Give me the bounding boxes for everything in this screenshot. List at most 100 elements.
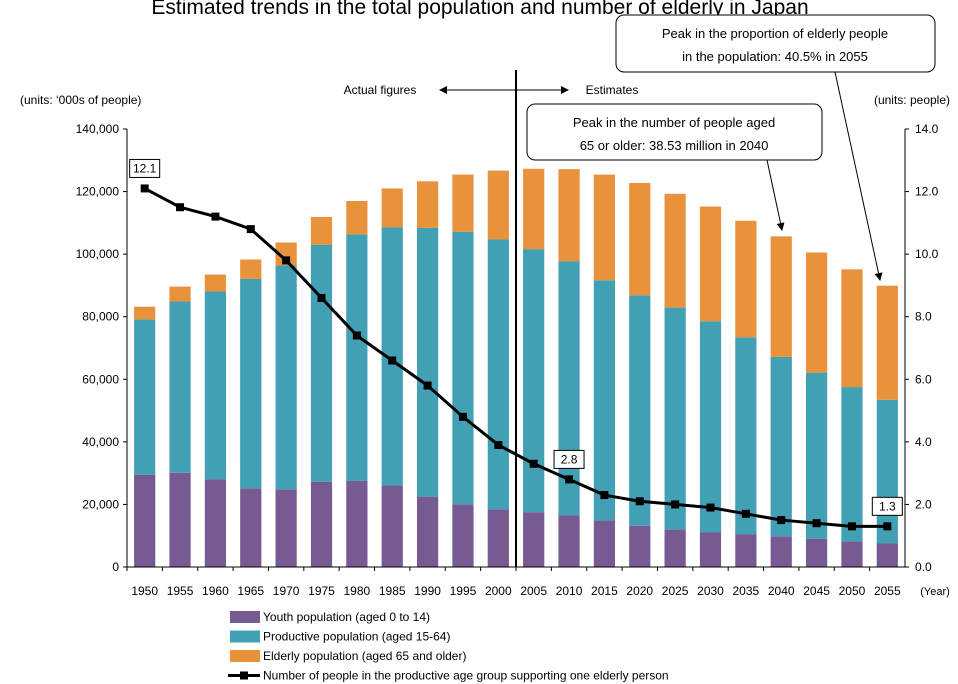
x-tick-label: 2000 — [485, 584, 512, 598]
bar-segment — [593, 174, 616, 281]
legend-label: Elderly population (aged 65 and older) — [263, 649, 466, 663]
data-label-box — [871, 496, 903, 516]
line-marker — [423, 381, 432, 390]
bar-segment — [346, 200, 368, 235]
bar-segment — [275, 489, 297, 567]
x-tick-label: 2010 — [556, 584, 583, 598]
legend-swatch — [230, 611, 260, 623]
annotation: Peak in the proportion of elderly people — [662, 26, 888, 41]
x-tick-label: 2055 — [874, 584, 901, 598]
bar-segment — [770, 536, 792, 567]
bar-segment — [169, 301, 191, 473]
bar-segment — [664, 193, 686, 308]
bar-segment — [523, 512, 545, 567]
bar-segment — [381, 188, 403, 228]
x-tick-label: 2025 — [662, 584, 689, 598]
bar-segment — [523, 249, 545, 513]
bar-segment — [487, 239, 509, 510]
bar-segment — [699, 532, 722, 567]
bar-segment — [841, 387, 863, 542]
line-marker — [352, 331, 361, 340]
bar-segment — [629, 295, 651, 526]
x-tick-label: 1965 — [237, 584, 264, 598]
annotation: Peak in the number of people aged — [573, 115, 775, 130]
line-marker — [282, 256, 291, 265]
bar-segment — [169, 472, 191, 567]
bar-segment — [275, 242, 297, 266]
bar-segment — [735, 534, 757, 567]
bar-segment — [735, 220, 757, 338]
annotation: Actual figures — [344, 83, 417, 97]
bar-segment — [310, 481, 333, 567]
bar-segment — [805, 372, 828, 539]
bar-segment — [487, 170, 509, 240]
y-tick-label: 0 — [112, 560, 119, 574]
bar-segment — [699, 321, 722, 533]
x-tick-label: 2005 — [520, 584, 547, 598]
line-marker — [246, 225, 255, 234]
bar-segment — [841, 269, 863, 388]
x-tick-label: 2030 — [697, 584, 724, 598]
bar-segment — [593, 520, 616, 567]
y2-tick-label: 6.0 — [915, 372, 932, 386]
bar-segment — [452, 231, 474, 505]
bar-segment — [593, 280, 616, 521]
x-axis-label: (Year) — [920, 586, 950, 598]
bar-segment — [664, 307, 686, 530]
legend-swatch — [230, 650, 260, 662]
y2-tick-label: 10.0 — [915, 247, 939, 261]
bar-segment — [770, 356, 792, 537]
bar-segment — [416, 181, 439, 228]
x-tick-label: 1990 — [414, 584, 441, 598]
x-tick-label: 1995 — [450, 584, 477, 598]
line-series — [143, 187, 888, 528]
line-marker — [176, 203, 185, 212]
bar-segment — [240, 259, 262, 279]
bar-segment — [452, 504, 474, 567]
bar-segment — [876, 399, 898, 544]
annotation: Estimates — [586, 83, 639, 97]
line-marker — [529, 459, 538, 468]
bar-segment — [770, 236, 792, 357]
bar-segment — [381, 485, 403, 567]
bar-segment — [346, 234, 368, 481]
bar-segment — [841, 541, 863, 567]
line-marker — [565, 475, 574, 484]
data-label: 1.3 — [879, 499, 896, 513]
line-marker — [494, 440, 503, 449]
bar-segment — [204, 274, 227, 292]
y2-tick-label: 4.0 — [915, 435, 932, 449]
x-tick-label: 2040 — [768, 584, 795, 598]
bar-segment — [629, 183, 651, 296]
line-marker — [388, 356, 397, 365]
bar-segment — [558, 515, 580, 567]
bar-segment — [523, 168, 545, 250]
y2-tick-label: 0.0 — [915, 560, 932, 574]
bar-segment — [558, 169, 580, 262]
bar-segment — [664, 529, 686, 567]
x-tick-label: 1985 — [379, 584, 406, 598]
y2-axis-label: (units: people) — [874, 93, 950, 107]
bar-segment — [487, 509, 509, 567]
line-marker — [458, 412, 467, 421]
line-marker — [635, 497, 644, 506]
bar-segment — [240, 278, 262, 489]
bar-segment — [169, 286, 191, 302]
bar-segment — [134, 474, 156, 567]
y2-tick-label: 14.0 — [915, 122, 939, 136]
y-tick-label: 120,000 — [76, 185, 120, 199]
data-label: 12.1 — [133, 161, 157, 175]
line-marker — [706, 503, 715, 512]
x-tick-label: 2045 — [803, 584, 830, 598]
bar-segment — [134, 306, 156, 320]
y-tick-label: 140,000 — [76, 122, 120, 136]
bar-segment — [416, 496, 439, 567]
line-marker — [671, 500, 680, 509]
line-marker — [317, 293, 326, 302]
line-marker — [847, 522, 856, 531]
legend-label: Youth population (aged 0 to 14) — [263, 610, 430, 624]
bar-segment — [452, 174, 474, 232]
x-tick-label: 1960 — [202, 584, 229, 598]
data-label-box — [553, 449, 585, 469]
y-tick-label: 60,000 — [82, 372, 119, 386]
